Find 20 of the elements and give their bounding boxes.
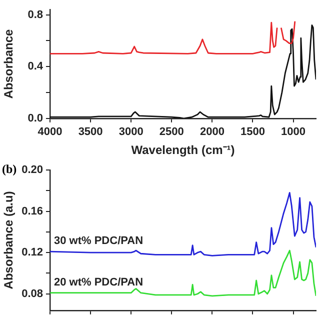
series-label: 20 wt% PDC/PAN: [54, 276, 144, 288]
x-tick-label: 2500: [159, 126, 184, 138]
y-tick-label: 0.12: [22, 246, 43, 259]
y-tick-label: 0.08: [22, 288, 43, 300]
x-tick-label: 2000: [200, 126, 224, 138]
x-axis-title: Wavelength (cm⁻¹): [131, 143, 235, 158]
x-tick-label: 3000: [118, 126, 144, 138]
y-tick-label: 0.0: [28, 112, 43, 124]
y-tick-label: 0.8: [28, 8, 43, 21]
text: (b): [2, 162, 17, 176]
y-tick-label: 0.20: [22, 164, 43, 176]
x-tick-label: 3500: [78, 126, 103, 138]
series-label: 30 wt% PDC/PAN: [54, 235, 144, 248]
y-axis-title: Absorbance (a.u): [2, 191, 16, 290]
y-axis-title: Absorbance: [2, 29, 16, 99]
x-tick-label: 1500: [240, 126, 265, 138]
y-tick-label: 0.16: [22, 205, 43, 218]
x-tick-label: 4000: [38, 126, 62, 138]
x-tick-label: 1000: [281, 126, 306, 138]
y-tick-label: 0.4: [28, 60, 44, 73]
